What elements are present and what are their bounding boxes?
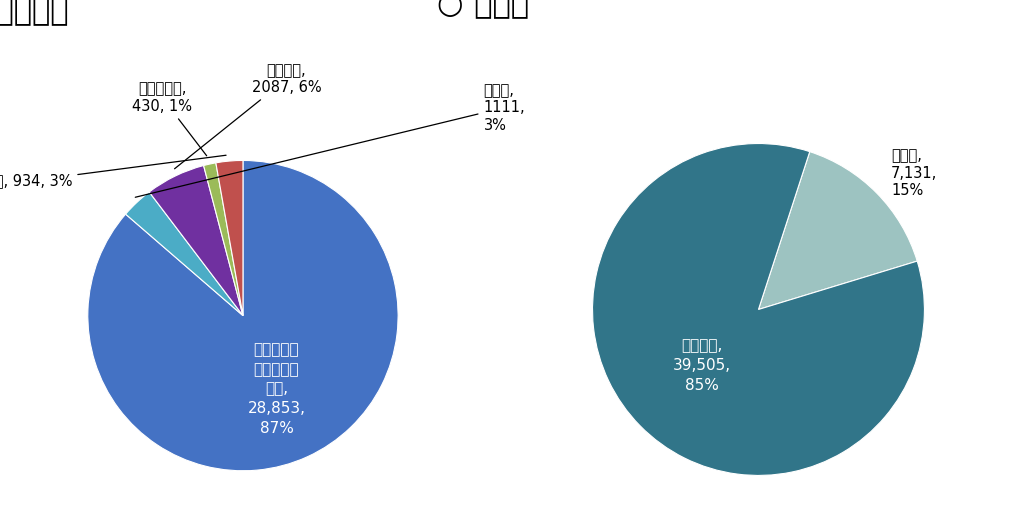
- Text: 製造業,
7,131,
15%: 製造業, 7,131, 15%: [891, 149, 938, 198]
- Text: 非製造業,
39,505,
85%: 非製造業, 39,505, 85%: [673, 338, 731, 393]
- Wedge shape: [593, 143, 925, 475]
- Wedge shape: [150, 165, 243, 316]
- Text: 経営・管理,
430, 1%: 経営・管理, 430, 1%: [132, 82, 207, 156]
- Text: ○ 業種別: ○ 業種別: [437, 0, 528, 19]
- Text: 教授, 934, 3%: 教授, 934, 3%: [0, 155, 226, 188]
- Wedge shape: [759, 152, 918, 309]
- Wedge shape: [88, 160, 398, 471]
- Text: ○ 変更後の在留資格別: ○ 変更後の在留資格別: [0, 0, 69, 27]
- Wedge shape: [204, 163, 243, 316]
- Wedge shape: [126, 192, 243, 316]
- Text: その他,
1111,
3%: その他, 1111, 3%: [135, 83, 525, 197]
- Text: 技術・人文
知識・国際
業務,
28,853,
87%: 技術・人文 知識・国際 業務, 28,853, 87%: [248, 342, 305, 436]
- Wedge shape: [216, 160, 243, 316]
- Text: 特定活動,
2087, 6%: 特定活動, 2087, 6%: [174, 63, 322, 169]
